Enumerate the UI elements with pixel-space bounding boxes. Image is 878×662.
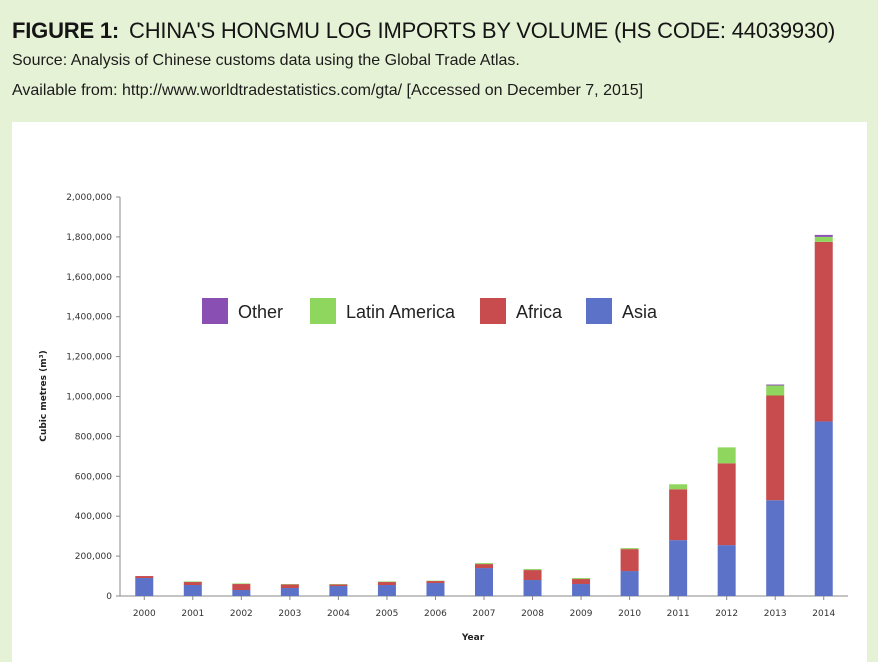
x-tick-label: 2004 <box>327 609 350 619</box>
y-tick-label: 800,000 <box>75 432 112 442</box>
x-axis-title: Year <box>461 633 485 643</box>
bar-africa-2009 <box>572 579 591 585</box>
stacked-bar-chart: 0 200,000 400,000 600,000 800,000 1,000,000 1,… <box>39 193 848 643</box>
bar-asia-2002 <box>232 590 251 596</box>
figure-title-text: CHINA'S HONGMU LOG IMPORTS BY VOLUME (HS… <box>129 18 836 43</box>
x-tick-label: 2006 <box>424 609 447 619</box>
chart-panel: 0 200,000 400,000 600,000 800,000 1,000,000 1,… <box>12 122 867 662</box>
bar-latin-america-2013 <box>766 385 785 396</box>
x-tick-label: 2005 <box>375 609 398 619</box>
bar-asia-2010 <box>620 571 639 596</box>
figure-number: FIGURE 1: <box>12 18 119 43</box>
y-tick-label: 1,400,000 <box>66 313 112 323</box>
bar-africa-2005 <box>377 582 396 586</box>
bar-other-2014 <box>814 234 833 237</box>
bar-latin-america-2008 <box>523 569 542 571</box>
bar-asia-2006 <box>426 583 445 596</box>
x-tick-label: 2003 <box>278 609 301 619</box>
legend-label-other: Other <box>238 302 283 322</box>
bar-africa-2004 <box>329 584 348 587</box>
bar-latin-america-2009 <box>572 578 591 580</box>
legend-swatch-africa <box>480 298 506 324</box>
x-tick-label: 2011 <box>667 609 690 619</box>
x-tick-label: 2012 <box>715 609 738 619</box>
y-tick-label: 600,000 <box>75 472 112 482</box>
bar-latin-america-2005 <box>377 581 396 583</box>
bar-latin-america-2007 <box>475 563 493 565</box>
bar-africa-2011 <box>669 489 688 541</box>
x-tick-label: 2000 <box>133 609 156 619</box>
legend-label-asia: Asia <box>622 302 658 322</box>
bar-asia-2003 <box>280 588 299 596</box>
y-axis-title: Cubic metres (m³) <box>39 350 49 441</box>
figure-source: Source: Analysis of Chinese customs data… <box>12 52 520 69</box>
bar-asia-2004 <box>329 586 348 596</box>
bar-africa-2002 <box>232 584 251 591</box>
figure-title: FIGURE 1: CHINA'S HONGMU LOG IMPORTS BY V… <box>12 18 868 44</box>
bar-asia-2009 <box>572 584 591 596</box>
bar-latin-america-2011 <box>669 484 688 490</box>
x-tick-label: 2013 <box>764 609 787 619</box>
x-tick-label: 2007 <box>473 609 496 619</box>
bar-latin-america-2002 <box>232 583 251 585</box>
y-tick-label: 200,000 <box>75 552 112 562</box>
bar-africa-2000 <box>135 576 154 579</box>
y-tick-label: 1,800,000 <box>66 233 112 243</box>
legend-swatch-other <box>202 298 228 324</box>
bar-asia-2014 <box>814 421 833 596</box>
legend: Other Latin America Africa Asia <box>202 298 658 324</box>
bar-latin-america-2012 <box>717 447 736 464</box>
y-tick-label: 2,000,000 <box>66 193 112 203</box>
figure-header: FIGURE 1: CHINA'S HONGMU LOG IMPORTS BY V… <box>12 18 868 102</box>
bars-group <box>135 234 833 596</box>
x-axis-group: 2000 2001 2002 2003 2004 2005 2006 2007 2008 2009… <box>133 596 835 619</box>
bar-asia-2011 <box>669 540 688 596</box>
bar-asia-2001 <box>183 585 202 596</box>
y-tick-label: 1,200,000 <box>66 353 112 363</box>
bar-asia-2007 <box>475 568 493 596</box>
x-tick-label: 2001 <box>181 609 204 619</box>
bar-latin-america-2001 <box>183 581 202 583</box>
x-tick-label: 2014 <box>812 609 835 619</box>
bar-africa-2006 <box>426 581 445 584</box>
legend-label-latin-america: Latin America <box>346 302 456 322</box>
bar-latin-america-2014 <box>814 236 833 242</box>
bar-africa-2012 <box>717 463 736 546</box>
legend-swatch-asia <box>586 298 612 324</box>
bar-africa-2003 <box>280 584 299 589</box>
y-tick-label: 0 <box>106 592 112 602</box>
bar-africa-2001 <box>183 582 202 586</box>
bar-africa-2014 <box>814 241 833 422</box>
y-tick-label: 1,600,000 <box>66 273 112 283</box>
bar-other-2013 <box>766 384 785 386</box>
y-tick-label: 400,000 <box>75 512 112 522</box>
x-tick-label: 2008 <box>521 609 544 619</box>
legend-swatch-latin-america <box>310 298 336 324</box>
x-tick-label: 2002 <box>230 609 253 619</box>
y-tick-label: 1,000,000 <box>66 393 112 403</box>
bar-africa-2013 <box>766 395 785 501</box>
bar-africa-2010 <box>620 549 639 572</box>
x-tick-label: 2010 <box>618 609 641 619</box>
bar-asia-2012 <box>717 545 736 596</box>
bar-asia-2000 <box>135 578 154 596</box>
bar-asia-2013 <box>766 500 785 596</box>
bar-africa-2007 <box>475 564 493 569</box>
bar-asia-2008 <box>523 580 542 596</box>
x-tick-label: 2009 <box>570 609 593 619</box>
figure-available: Available from: http://www.worldtradesta… <box>12 82 644 99</box>
bar-latin-america-2010 <box>620 548 639 550</box>
bar-africa-2008 <box>523 570 542 581</box>
legend-label-africa: Africa <box>516 302 563 322</box>
bar-asia-2005 <box>377 585 396 596</box>
